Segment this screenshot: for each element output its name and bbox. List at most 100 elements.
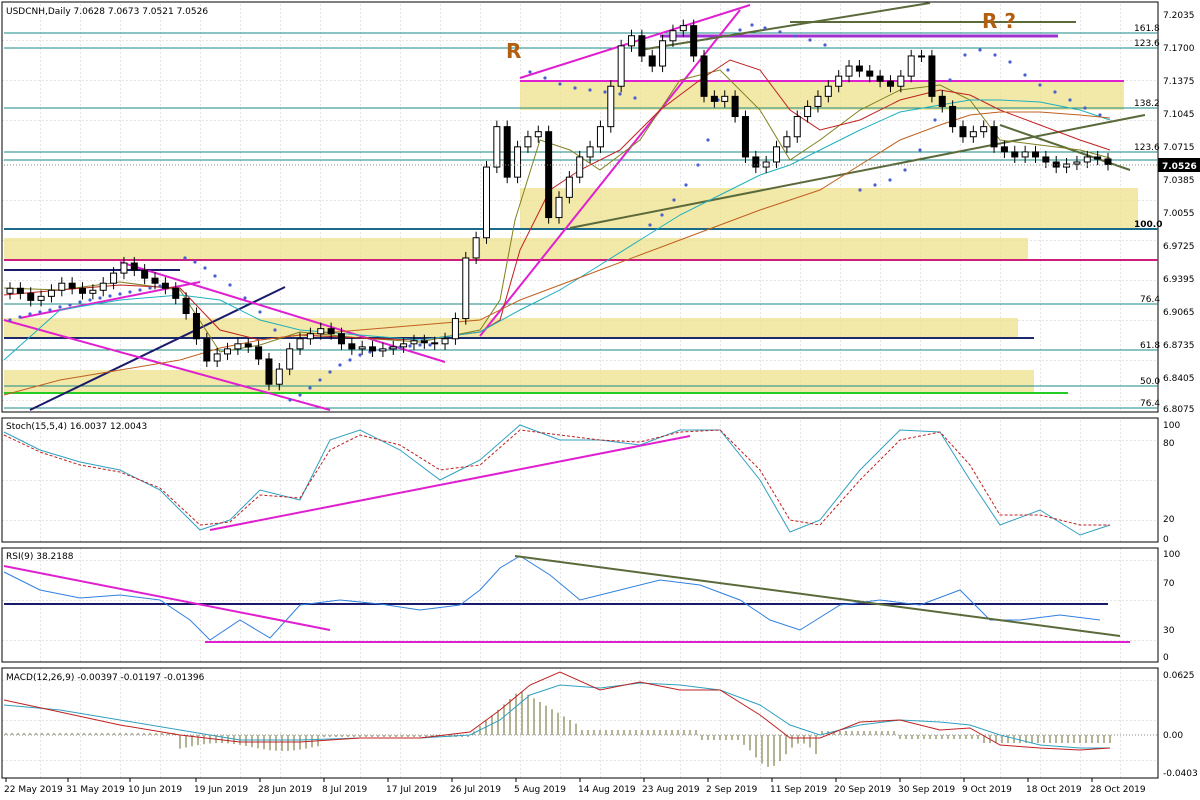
x-axis: 22 May 2019 31 May 2019 10 Jun 2019 19 Jun … [4,778,1146,795]
candle [918,55,926,58]
fib-label: 138.2 [1134,99,1160,109]
candle [327,328,335,335]
x-tick: 28 Oct 2019 [1090,785,1146,795]
annotation-r: R [506,39,521,63]
candle [638,35,646,57]
candle [1042,156,1050,163]
candle [700,55,708,97]
candle [607,85,615,128]
macd-pane[interactable] [1,667,1159,779]
y-tick: 7.0715 [1163,143,1195,153]
candle [1021,151,1029,158]
candle [534,131,542,138]
y-tick: 7.1700 [1163,44,1195,54]
candle [16,287,24,294]
candle [938,95,946,107]
current-price-label: 7.0526 [1162,162,1197,172]
candle [876,75,884,82]
candle [783,136,791,148]
candle [514,146,522,178]
candle [224,348,232,355]
x-tick: 23 Aug 2019 [642,785,700,795]
fibonacci-labels: 161.8 123.6 138.2 123.6 100.0 76.4 61.8 … [1134,24,1162,409]
candle [306,333,314,340]
support-resistance-zones [4,80,1138,392]
current-price-badge [1158,158,1200,172]
candle [980,126,988,133]
trend-lines [3,2,1146,411]
candle [907,55,915,77]
candle [814,95,822,107]
candle [161,282,169,289]
fib-label: 76.4 [1140,399,1160,409]
candle [369,346,377,352]
candle [337,333,345,345]
x-tick: 28 Jun 2019 [258,785,312,795]
x-tick: 10 Jun 2019 [128,785,182,795]
y-tick: 6.8405 [1163,374,1195,384]
y-tick: 70 [1163,579,1175,589]
candle [928,55,936,97]
parabolic-sar [8,23,1102,402]
candle [586,146,594,158]
candle [89,289,97,294]
candle [255,346,263,360]
fib-label: 123.6 [1134,143,1160,153]
y-tick: 6.9065 [1163,308,1195,318]
candle [431,342,439,345]
candle [265,358,273,385]
candle [721,95,729,102]
candle [99,282,107,291]
candle [1073,161,1081,165]
candle [182,297,190,315]
candle [679,25,687,32]
candle [472,237,480,259]
candle [296,338,304,350]
x-tick: 31 May 2019 [66,785,125,795]
candle [410,340,418,345]
candle [482,166,490,239]
candle [493,126,501,168]
candle [773,146,781,163]
candle [845,65,853,77]
candle [565,176,573,198]
candle [545,131,553,219]
candle [969,131,977,138]
candle [213,353,221,362]
x-tick: 20 Sep 2019 [834,785,891,795]
candle [400,343,408,348]
candle [576,156,584,178]
annotation-r-question: R ? [982,9,1016,33]
y-tick: 6.8075 [1163,405,1195,415]
candle [151,277,159,284]
y-tick: 7.1375 [1163,77,1195,87]
candle [804,105,812,118]
candle [379,348,387,352]
candle [141,269,149,279]
candle [244,343,252,348]
candle [897,75,905,87]
candle [1063,163,1071,168]
y-tick: 6.9395 [1163,275,1195,285]
candle [990,126,998,148]
candle [420,340,428,344]
candle [1052,161,1060,168]
candle [37,295,45,301]
candle [317,328,325,335]
candle [752,156,760,168]
candle [710,95,718,102]
x-tick: 14 Aug 2019 [578,785,636,795]
y-tick: 20 [1163,515,1175,525]
candle [130,262,138,271]
candle [524,136,532,148]
candle [835,75,843,87]
x-tick: 19 Jun 2019 [194,785,248,795]
y-tick: 30 [1163,626,1175,636]
stoch-pane[interactable] [1,417,1159,543]
x-tick: 17 Jul 2019 [386,785,437,795]
main-chart-title: USDCNH,Daily 7.0628 7.0673 7.0521 7.0526 [6,7,208,17]
x-tick: 5 Aug 2019 [514,785,566,795]
fib-label: 61.8 [1140,341,1160,351]
stoch-title: Stoch(15,5,4) 16.0037 12.0043 [6,422,147,432]
candle [58,282,66,291]
